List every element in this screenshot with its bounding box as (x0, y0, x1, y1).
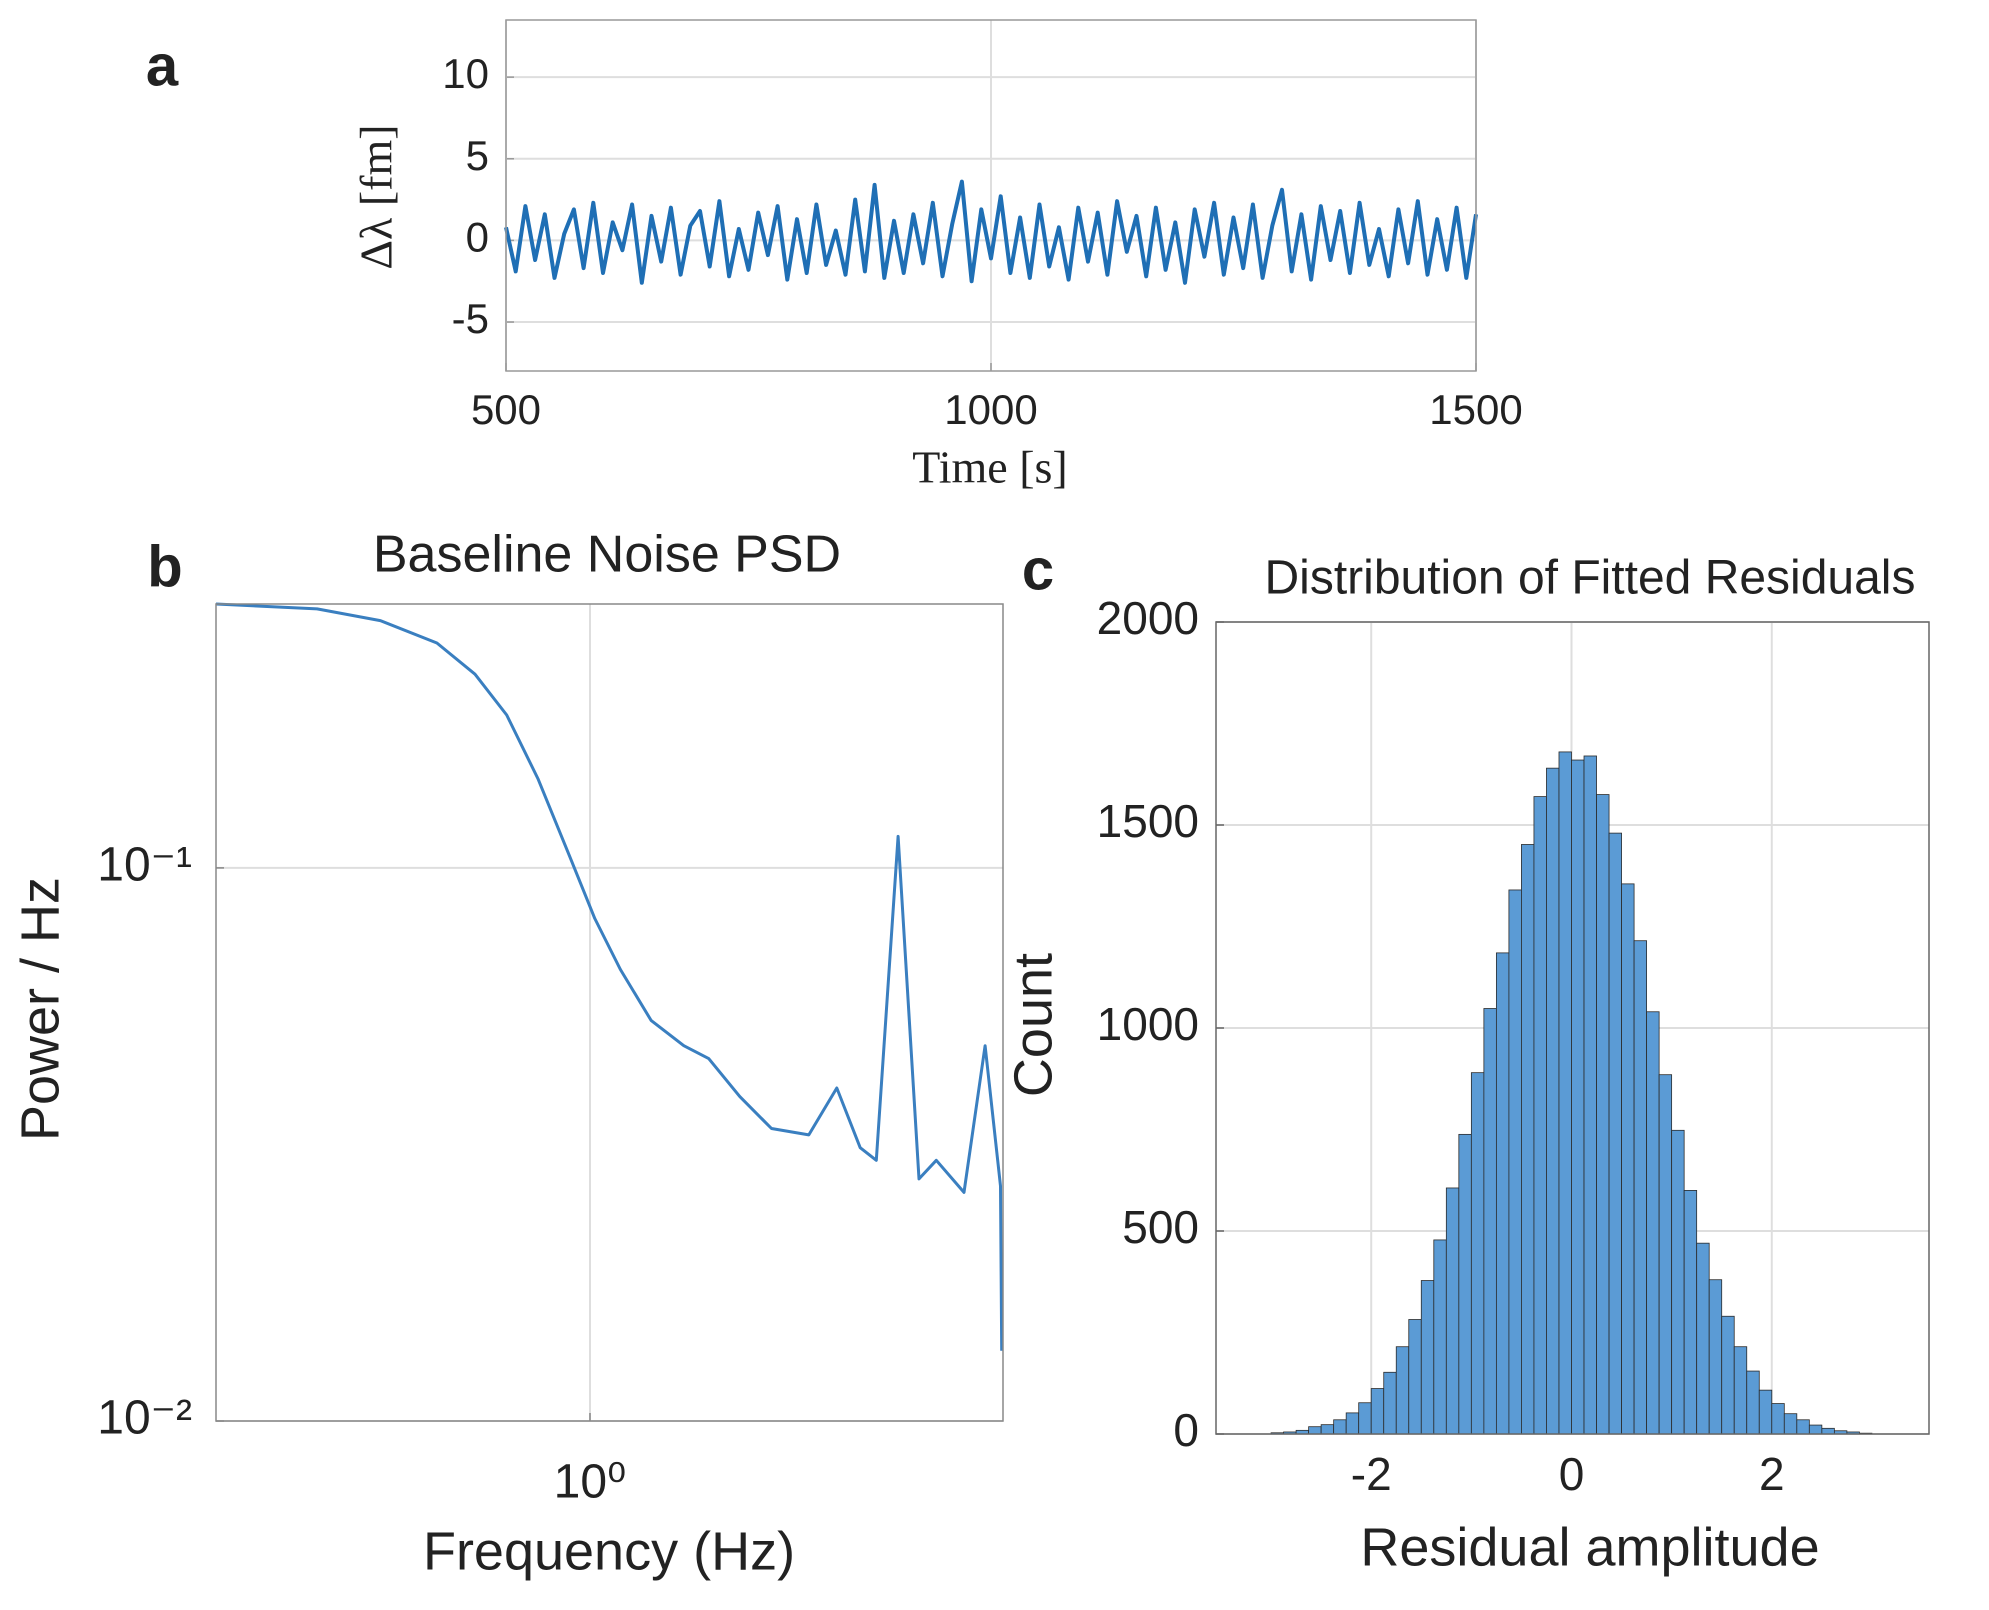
axes-box (215, 603, 1004, 1422)
data-line (504, 179, 1478, 285)
histogram-bar (1358, 1402, 1372, 1435)
histogram-bar (1621, 883, 1635, 1435)
histogram-bar (1495, 952, 1510, 1435)
x-tick-label: 10⁰ (554, 1456, 627, 1509)
histogram-bar (1308, 1426, 1322, 1435)
histogram-bar (1821, 1427, 1835, 1435)
panel-label: b (147, 534, 182, 599)
histogram-bar (1721, 1315, 1735, 1435)
panel-label: a (146, 33, 179, 98)
histogram-bar (1383, 1371, 1397, 1435)
y-tick-label: 1500 (1097, 795, 1199, 847)
histogram-bar (1583, 755, 1597, 1435)
histogram-bar (1558, 751, 1572, 1435)
panel-label: c (1022, 537, 1054, 602)
histogram-bar (1646, 1011, 1660, 1435)
histogram-bar (1546, 767, 1560, 1435)
histogram-bar (1370, 1388, 1385, 1435)
y-tick-label: 0 (466, 213, 489, 260)
histogram-bar (1596, 794, 1610, 1435)
histogram-bar (1320, 1424, 1335, 1435)
y-axis-label: Δλ [fm] (351, 124, 402, 269)
histogram-bar (1633, 940, 1648, 1435)
data-line (215, 602, 1004, 1351)
histogram-bar (1470, 1072, 1485, 1435)
y-axis-label: Power / Hz (10, 877, 70, 1141)
y-tick-label: 10 (442, 50, 489, 97)
histogram-bar (1733, 1346, 1748, 1435)
histogram-bar (1508, 889, 1522, 1435)
histogram-bar (1796, 1419, 1810, 1435)
histogram-bar (1408, 1319, 1422, 1435)
y-tick-label: -5 (452, 295, 489, 342)
x-tick-label: 0 (1559, 1448, 1585, 1500)
histogram-bar (1333, 1419, 1347, 1435)
histogram-bar (1671, 1129, 1685, 1435)
x-tick-label: 1000 (944, 386, 1037, 433)
histogram-bar (1608, 832, 1622, 1435)
histogram-bar (1571, 759, 1585, 1435)
y-tick-label: 10⁻² (97, 1392, 192, 1445)
histogram-bar (1696, 1242, 1710, 1435)
histogram-bar (1433, 1239, 1447, 1435)
histogram-bar (1683, 1190, 1698, 1435)
x-axis-label: Frequency (Hz) (423, 1521, 795, 1581)
histogram-bar (1458, 1133, 1472, 1435)
histogram-bar (1483, 1008, 1497, 1435)
histogram-bar (1395, 1346, 1410, 1435)
histogram-bar (1708, 1279, 1723, 1435)
x-tick-label: 1500 (1429, 386, 1522, 433)
x-axis-label: Residual amplitude (1360, 1517, 1819, 1577)
x-tick-label: 2 (1759, 1448, 1785, 1500)
histogram-bar (1808, 1424, 1823, 1435)
histogram-bar (1658, 1074, 1673, 1435)
x-tick-label: -2 (1351, 1448, 1392, 1500)
y-tick-label: 10⁻¹ (97, 839, 192, 892)
x-tick-label: 500 (471, 386, 541, 433)
y-axis-label: Count (1003, 953, 1063, 1097)
histogram-bar (1420, 1280, 1435, 1435)
y-tick-label: 2000 (1097, 592, 1199, 644)
y-tick-label: 0 (1173, 1404, 1199, 1456)
axes-box (505, 19, 1477, 372)
plot-area (216, 604, 1003, 1421)
y-tick-label: 1000 (1097, 998, 1199, 1050)
histogram-bar (1533, 796, 1547, 1435)
y-tick-label: 500 (1122, 1201, 1199, 1253)
axes-box (1215, 621, 1930, 1435)
histogram-bar (1746, 1370, 1760, 1435)
y-tick-label: 5 (466, 132, 489, 179)
histogram-bar (1771, 1403, 1785, 1435)
x-axis-label: Time [s] (912, 442, 1068, 493)
histogram-bar (1783, 1413, 1798, 1435)
histogram-bar (1521, 844, 1535, 1435)
chart-title: Distribution of Fitted Residuals (1265, 552, 1916, 605)
histogram-bar (1345, 1412, 1360, 1435)
histogram-bar (1445, 1187, 1460, 1435)
chart-title: Baseline Noise PSD (373, 526, 841, 584)
histogram-bar (1758, 1389, 1773, 1435)
